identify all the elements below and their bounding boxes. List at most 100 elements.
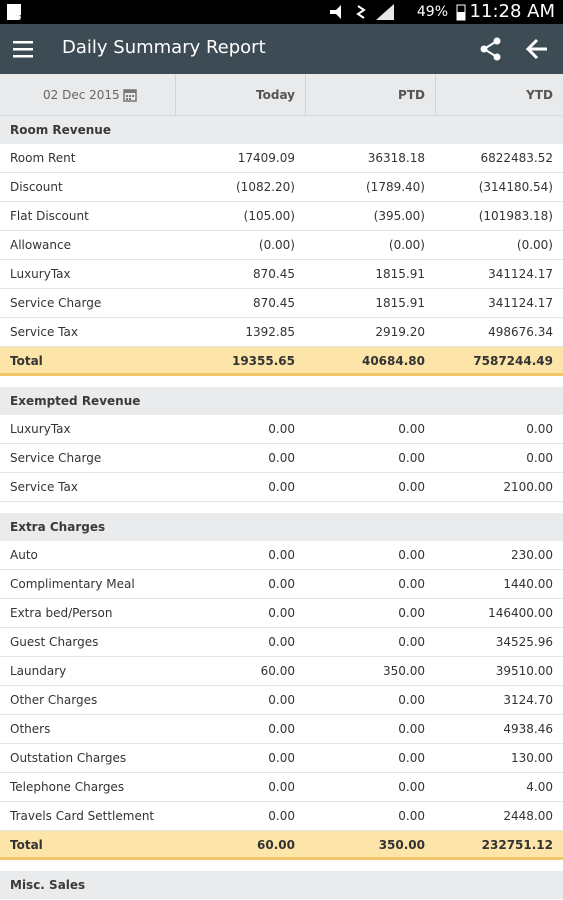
row-label: Service Tax bbox=[10, 480, 78, 494]
row-label: Telephone Charges bbox=[10, 780, 125, 794]
cell-value: 19355.65 bbox=[231, 354, 295, 368]
row-label: Service Charge bbox=[10, 296, 102, 310]
row-label: Auto bbox=[10, 548, 38, 562]
table-row: Flat Discount (105.00) (395.00) (101983.18) bbox=[0, 202, 563, 231]
column-header: PTD bbox=[305, 74, 435, 115]
cell-value: (0.00) bbox=[388, 238, 425, 252]
row-label: Extra bed/Person bbox=[10, 606, 113, 620]
cell-value: 0.00 bbox=[398, 548, 425, 562]
cell-value: 36318.18 bbox=[367, 151, 425, 165]
table-row: Other Charges 0.00 0.00 3124.70 bbox=[0, 686, 563, 715]
cell-value: 341124.17 bbox=[488, 267, 553, 281]
table-row: Travels Card Settlement 0.00 0.00 2448.00 bbox=[0, 802, 563, 831]
table-row: Laundary 60.00 350.00 39510.00 bbox=[0, 657, 563, 686]
cell-value: 1815.91 bbox=[375, 267, 425, 281]
row-label: LuxuryTax bbox=[10, 422, 71, 436]
table-row: Guest Charges 0.00 0.00 34525.96 bbox=[0, 628, 563, 657]
battery-level: 49% bbox=[416, 4, 448, 20]
cell-value: (101983.18) bbox=[478, 209, 553, 223]
cell-value: 1392.85 bbox=[245, 325, 295, 339]
cell-value: 0.00 bbox=[398, 780, 425, 794]
row-label: Complimentary Meal bbox=[10, 577, 135, 591]
report-date[interactable]: 02 Dec 2015 bbox=[43, 88, 120, 102]
cell-value: 4.00 bbox=[526, 780, 553, 794]
cell-value: 0.00 bbox=[526, 451, 553, 465]
section-header: Extra Charges bbox=[0, 513, 563, 541]
calendar-icon[interactable] bbox=[123, 88, 137, 102]
table-row: Discount (1082.20) (1789.40) (314180.54) bbox=[0, 173, 563, 202]
cell-value: 1440.00 bbox=[503, 577, 553, 591]
total-row: Total 60.00 350.00 232751.12 bbox=[0, 831, 563, 860]
cell-value: 2919.20 bbox=[375, 325, 425, 339]
table-row: Extra bed/Person 0.00 0.00 146400.00 bbox=[0, 599, 563, 628]
cell-value: 6822483.52 bbox=[480, 151, 553, 165]
cell-value: 870.45 bbox=[253, 267, 295, 281]
row-label: Allowance bbox=[10, 238, 71, 252]
share-button[interactable] bbox=[479, 37, 503, 61]
table-row: Service Charge 870.45 1815.91 341124.17 bbox=[0, 289, 563, 318]
cell-value: 0.00 bbox=[268, 577, 295, 591]
cell-value: 17409.09 bbox=[237, 151, 295, 165]
status-icons bbox=[330, 4, 394, 20]
row-label: Outstation Charges bbox=[10, 751, 127, 765]
svg-text:x: x bbox=[19, 13, 25, 21]
cell-value: 0.00 bbox=[398, 480, 425, 494]
cell-value: 130.00 bbox=[511, 751, 553, 765]
cell-value: 0.00 bbox=[398, 809, 425, 823]
cell-value: 350.00 bbox=[378, 838, 425, 852]
cell-value: 350.00 bbox=[383, 664, 425, 678]
cell-value: 0.00 bbox=[268, 809, 295, 823]
row-label: Travels Card Settlement bbox=[10, 809, 155, 823]
table-row: LuxuryTax 0.00 0.00 0.00 bbox=[0, 415, 563, 444]
cell-value: 2448.00 bbox=[503, 809, 553, 823]
cell-value: 0.00 bbox=[398, 751, 425, 765]
table-row: Others 0.00 0.00 4938.46 bbox=[0, 715, 563, 744]
cell-value: 0.00 bbox=[268, 722, 295, 736]
row-label: Total bbox=[10, 838, 43, 852]
table-header: 02 Dec 2015 Today PTD YTD bbox=[0, 74, 563, 116]
cell-value: 0.00 bbox=[268, 451, 295, 465]
row-label: Room Rent bbox=[10, 151, 76, 165]
cell-value: 39510.00 bbox=[495, 664, 553, 678]
row-label: Service Tax bbox=[10, 325, 78, 339]
battery-icon bbox=[456, 4, 466, 21]
cell-value: 341124.17 bbox=[488, 296, 553, 310]
table-row: Complimentary Meal 0.00 0.00 1440.00 bbox=[0, 570, 563, 599]
table-row: Telephone Charges 0.00 0.00 4.00 bbox=[0, 773, 563, 802]
status-bar: x 49% 11:28 AM bbox=[0, 0, 563, 24]
cell-value: 870.45 bbox=[253, 296, 295, 310]
row-label: Guest Charges bbox=[10, 635, 99, 649]
clock: 11:28 AM bbox=[469, 1, 555, 22]
row-label: Service Charge bbox=[10, 451, 102, 465]
table-row: Service Charge 0.00 0.00 0.00 bbox=[0, 444, 563, 473]
table-row: LuxuryTax 870.45 1815.91 341124.17 bbox=[0, 260, 563, 289]
cell-value: (1789.40) bbox=[366, 180, 425, 194]
row-label: Total bbox=[10, 354, 43, 368]
cell-value: 0.00 bbox=[398, 451, 425, 465]
cell-value: 2100.00 bbox=[503, 480, 553, 494]
section-gap bbox=[0, 502, 563, 513]
cell-value: (105.00) bbox=[243, 209, 295, 223]
back-button[interactable] bbox=[525, 37, 549, 61]
table-row: Auto 0.00 0.00 230.00 bbox=[0, 541, 563, 570]
row-label: Laundary bbox=[10, 664, 67, 678]
cell-value: 0.00 bbox=[268, 693, 295, 707]
cell-value: 0.00 bbox=[398, 577, 425, 591]
menu-button[interactable] bbox=[13, 40, 35, 58]
cell-value: 0.00 bbox=[398, 606, 425, 620]
cell-value: 0.00 bbox=[268, 548, 295, 562]
app-icon: x bbox=[7, 4, 25, 21]
table-row: Service Tax 0.00 0.00 2100.00 bbox=[0, 473, 563, 502]
section-header: Exempted Revenue bbox=[0, 387, 563, 415]
row-label: LuxuryTax bbox=[10, 267, 71, 281]
cell-value: 0.00 bbox=[268, 422, 295, 436]
cell-value: 0.00 bbox=[268, 635, 295, 649]
cell-value: 4938.46 bbox=[503, 722, 553, 736]
cell-value: 0.00 bbox=[268, 751, 295, 765]
table-row: Service Tax 1392.85 2919.20 498676.34 bbox=[0, 318, 563, 347]
cell-value: 0.00 bbox=[398, 422, 425, 436]
cell-value: 60.00 bbox=[257, 838, 295, 852]
row-label: Flat Discount bbox=[10, 209, 89, 223]
app-title: Daily Summary Report bbox=[62, 37, 266, 58]
